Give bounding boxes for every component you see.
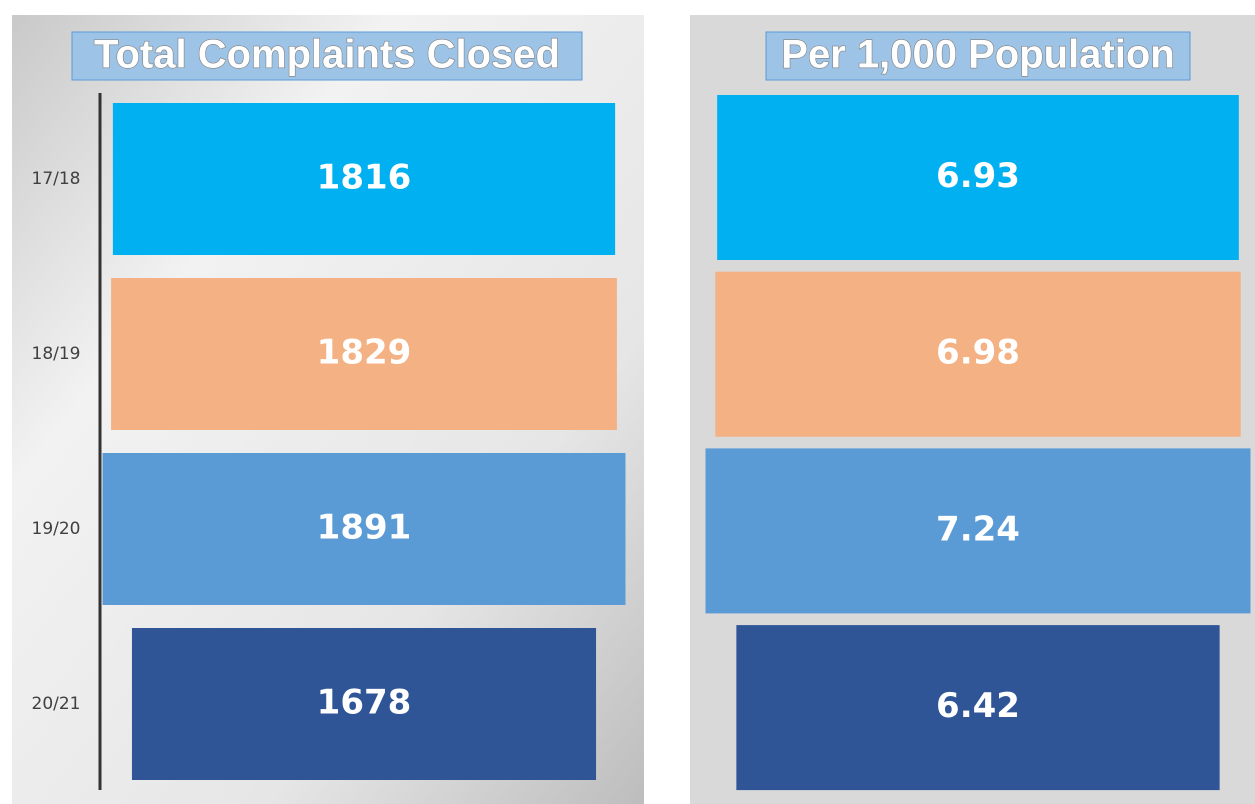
value-label: 6.42 [936,686,1020,726]
bar [717,95,1239,260]
bar [131,628,597,780]
chart-title: Per 1,000 Population [781,33,1174,77]
bar [112,103,616,255]
bar [102,453,626,605]
category-label: 20/21 [32,694,81,714]
category-label: 17/18 [32,169,81,189]
value-label: 1816 [317,158,412,198]
bar [715,271,1241,437]
category-label: 19/20 [32,519,81,539]
title-box [71,31,583,81]
bar [111,278,617,430]
bar [705,448,1251,614]
bar [736,625,1220,791]
value-label: 6.93 [936,156,1020,196]
value-label: 1678 [317,683,412,723]
value-label: 1829 [317,333,412,373]
value-label: 7.24 [936,509,1020,549]
value-label: 1891 [317,508,412,548]
value-label: 6.98 [936,333,1020,373]
category-label: 18/19 [32,344,81,364]
chart-title: Total Complaints Closed [94,33,560,77]
title-box [765,31,1191,81]
